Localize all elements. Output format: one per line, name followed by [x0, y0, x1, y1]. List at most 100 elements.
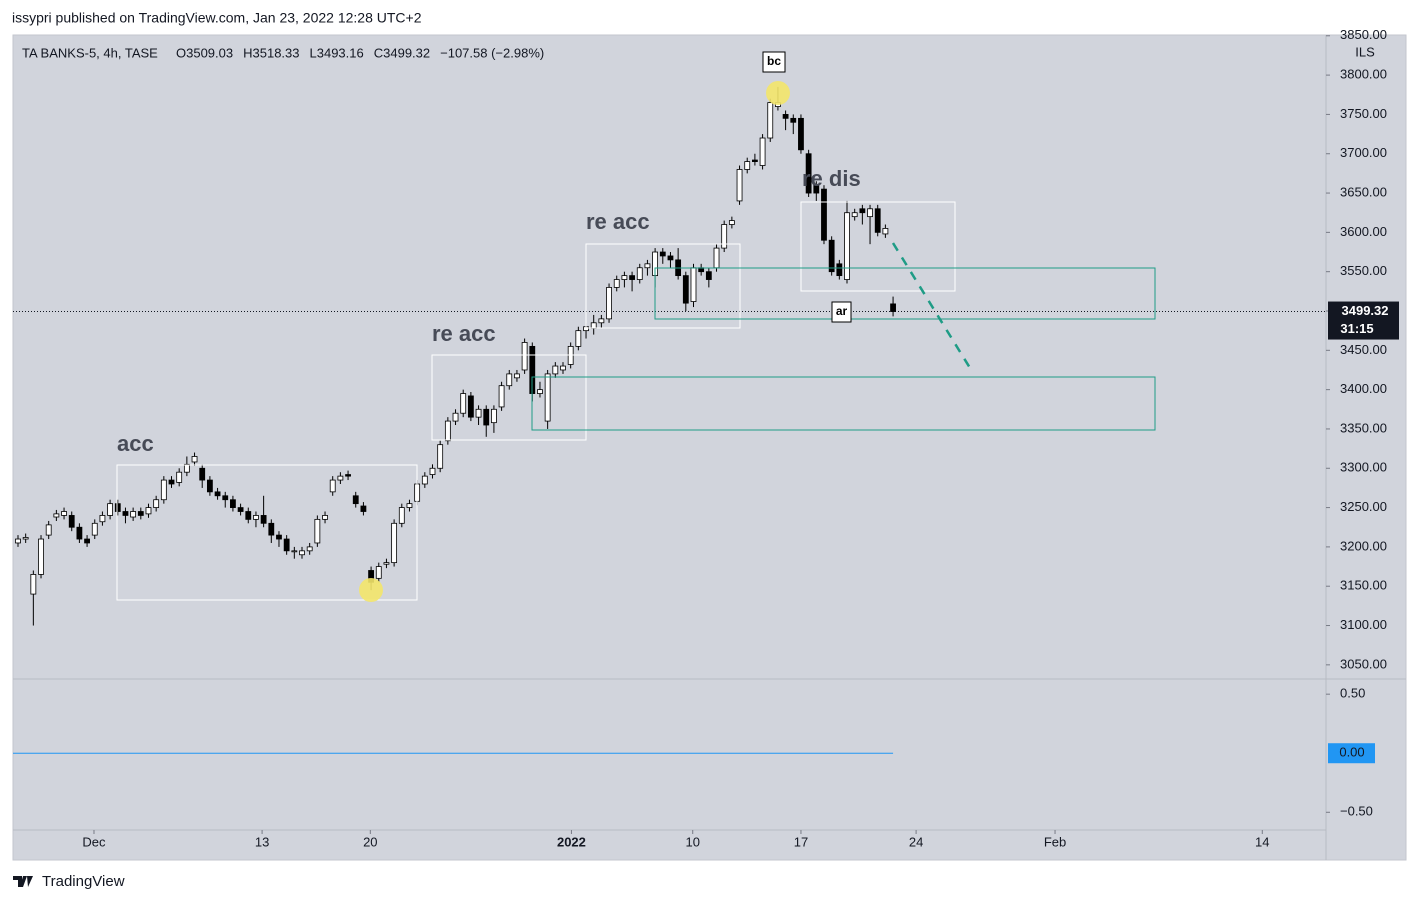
candle-body	[199, 467, 206, 481]
candle-body	[222, 495, 229, 501]
candle-body	[836, 263, 843, 277]
y-tick-label: 3700.00	[1340, 145, 1387, 160]
annotation: re dis	[802, 166, 861, 191]
candle-body	[84, 538, 90, 544]
candle-body	[498, 385, 505, 408]
candle-body	[575, 330, 582, 347]
y-tick-label: 3300.00	[1340, 460, 1387, 475]
candle-body	[145, 507, 152, 515]
candle-body	[467, 395, 474, 418]
candle-body	[636, 267, 643, 280]
candle-body	[429, 467, 436, 475]
overlay: acc re acc re acc re dis bc ar	[117, 51, 861, 602]
candle-body	[813, 184, 820, 194]
y-tick-label: 0.50	[1340, 686, 1365, 701]
legend-value: H3518.33	[243, 45, 299, 60]
candle-body	[821, 188, 827, 241]
y-tick-label: 3650.00	[1340, 184, 1387, 199]
candle-body	[644, 263, 651, 269]
candle-body	[53, 513, 60, 518]
candle-body	[68, 515, 75, 528]
x-tick-label: 17	[794, 834, 808, 849]
y-tick-label: 3350.00	[1340, 420, 1387, 435]
annotation: re acc	[586, 209, 650, 234]
candle-body	[537, 389, 543, 394]
re-acc-box	[585, 243, 741, 329]
candle-body	[114, 503, 121, 512]
candle-body	[721, 224, 728, 249]
candle-body	[491, 408, 497, 424]
candle-body	[460, 393, 467, 414]
candle-body	[444, 420, 451, 442]
candle-body	[183, 463, 190, 473]
candle-body	[437, 444, 444, 469]
y-tick-label: 3750.00	[1340, 106, 1387, 121]
candle-body	[76, 526, 83, 540]
candle-body	[560, 365, 566, 371]
y-tick-label: 3450.00	[1340, 342, 1387, 357]
y-tick-label: −0.50	[1340, 804, 1373, 819]
y-tick-label: 3850.00	[1340, 27, 1387, 42]
re-acc-box	[431, 354, 587, 441]
candle-body	[375, 566, 382, 579]
candle-body	[329, 479, 336, 493]
candle-body	[874, 208, 881, 233]
candle-body	[291, 550, 298, 553]
candle-body	[767, 102, 774, 139]
zone-box	[531, 376, 1156, 431]
candle-body	[38, 538, 44, 575]
candle-body	[345, 474, 351, 477]
candle-body	[736, 169, 743, 202]
candle-body	[790, 117, 797, 123]
candle-body	[122, 511, 129, 516]
candle-body	[705, 271, 712, 280]
label-box	[831, 301, 852, 323]
candle-body	[91, 522, 98, 536]
candle-body	[230, 499, 236, 508]
candle-body	[782, 114, 789, 119]
brand-name: TradingView	[42, 873, 125, 890]
candle-body	[598, 318, 605, 324]
candle-body	[337, 475, 344, 481]
brand: TradingView	[13, 873, 125, 890]
candle-body	[759, 137, 766, 166]
candle-body	[890, 303, 896, 312]
candle-body	[22, 537, 29, 540]
y-tick-label: 3600.00	[1340, 224, 1387, 239]
candle-body	[713, 247, 720, 269]
y-tick-label: 3550.00	[1340, 263, 1387, 278]
candle-body	[851, 212, 858, 218]
candle-body	[667, 255, 674, 261]
candle-body	[206, 479, 213, 493]
y-tick-label: 3250.00	[1340, 499, 1387, 514]
label-box	[762, 51, 786, 73]
candle-body	[421, 475, 428, 485]
candle-body	[352, 495, 359, 505]
x-tick-label: 2022	[557, 834, 586, 849]
candle-body	[590, 322, 597, 329]
candle-body	[237, 507, 244, 512]
y-tick-label: 3100.00	[1340, 617, 1387, 632]
projection-line	[891, 242, 972, 369]
candle-body	[805, 153, 812, 194]
candle-body	[137, 511, 144, 516]
candle-body	[798, 117, 804, 151]
x-tick-label: 14	[1255, 834, 1269, 849]
legend-value: −107.58 (−2.98%)	[440, 45, 544, 60]
candle-body	[475, 408, 482, 418]
candle-body	[613, 279, 620, 288]
candle-body	[398, 507, 405, 524]
x-tick-label: 10	[685, 834, 699, 849]
zone-box	[654, 267, 1156, 320]
candle-body	[245, 511, 252, 520]
candle-body	[314, 518, 321, 544]
candle-body	[214, 491, 221, 497]
candle-body	[160, 479, 167, 501]
candle-body	[45, 524, 52, 536]
y-tick-label: 3150.00	[1340, 578, 1387, 593]
y-tick-label: 3400.00	[1340, 381, 1387, 396]
candle-body	[728, 220, 735, 225]
x-tick-label: 13	[255, 834, 269, 849]
candle-body	[882, 228, 889, 235]
